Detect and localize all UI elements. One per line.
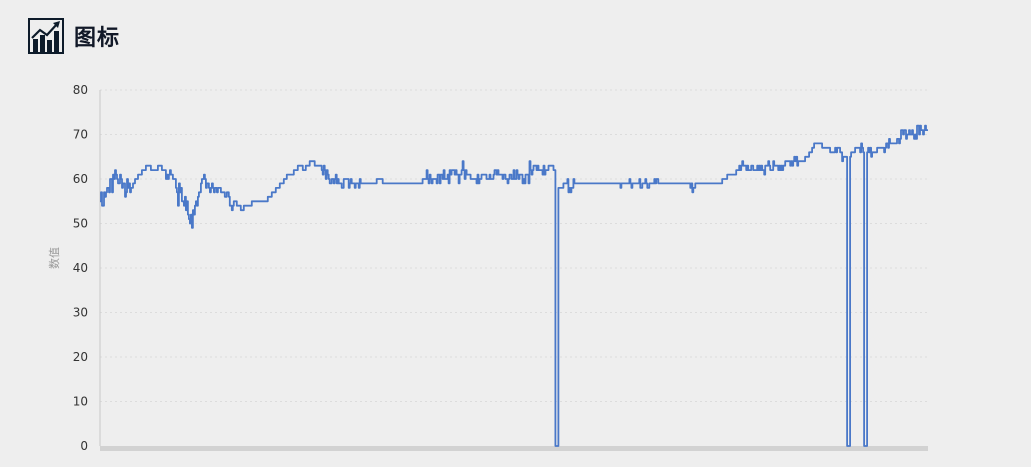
y-axis-title: 数值 xyxy=(48,247,61,269)
y-axis: 0 10 20 30 40 50 60 70 80 xyxy=(73,83,101,453)
chart-trend-icon xyxy=(28,18,64,54)
y-tick-label: 10 xyxy=(73,395,88,409)
series-layer xyxy=(100,124,928,447)
grid-lines xyxy=(100,89,928,402)
series-line xyxy=(100,124,928,447)
page-title: 图标 xyxy=(74,26,121,51)
y-tick-label: 40 xyxy=(73,261,88,275)
x-axis xyxy=(100,446,928,451)
page-header: 图标 xyxy=(28,18,120,54)
y-tick-label: 0 xyxy=(80,439,88,453)
y-tick-label: 30 xyxy=(73,306,88,320)
y-tick-label: 60 xyxy=(73,172,88,186)
x-axis-bar xyxy=(100,446,928,451)
y-tick-label: 70 xyxy=(73,128,88,142)
y-tick-label: 50 xyxy=(73,217,88,231)
y-tick-label: 20 xyxy=(73,350,88,364)
y-tick-label: 80 xyxy=(73,83,88,97)
